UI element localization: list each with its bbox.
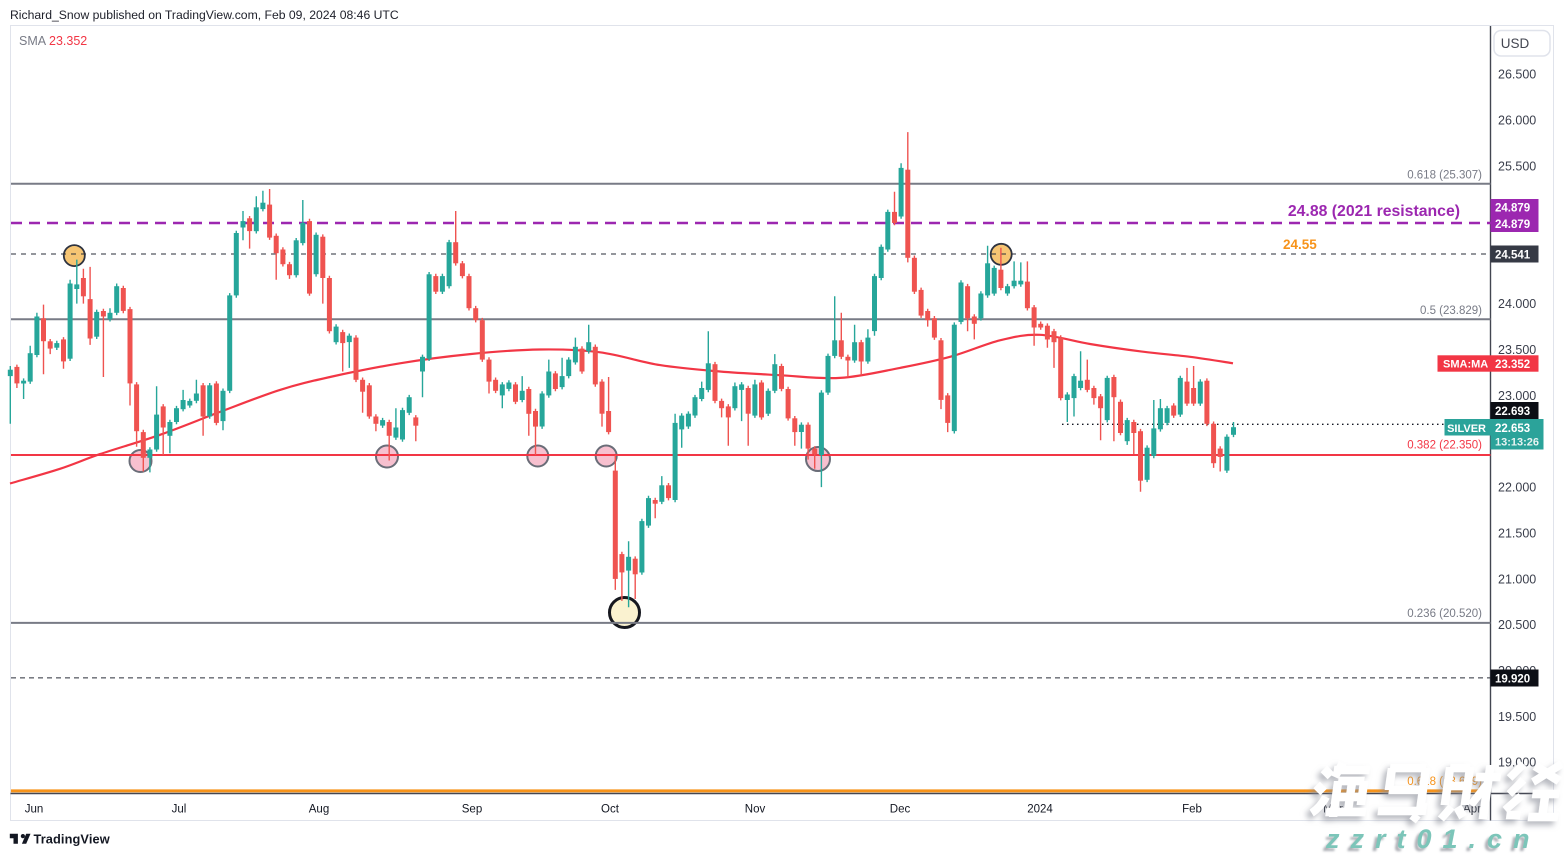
svg-text:19.920: 19.920 bbox=[1495, 674, 1530, 686]
svg-text:23.000: 23.000 bbox=[1498, 389, 1536, 403]
svg-text:24.000: 24.000 bbox=[1498, 297, 1536, 311]
svg-text:21.000: 21.000 bbox=[1498, 572, 1536, 586]
svg-text:Sep: Sep bbox=[462, 804, 482, 816]
svg-text:Nov: Nov bbox=[745, 804, 766, 816]
svg-text:Jun: Jun bbox=[25, 804, 44, 816]
svg-text:13:13:26: 13:13:26 bbox=[1495, 437, 1539, 449]
svg-text:24.879: 24.879 bbox=[1495, 203, 1530, 215]
svg-text:SMA: SMA bbox=[19, 34, 47, 48]
svg-text:2024: 2024 bbox=[1027, 804, 1053, 816]
svg-text:Dec: Dec bbox=[890, 804, 911, 816]
svg-text:TradingView: TradingView bbox=[34, 831, 110, 846]
svg-text:22.653: 22.653 bbox=[1495, 423, 1530, 435]
svg-text:23.352: 23.352 bbox=[49, 34, 87, 48]
svg-text:21.500: 21.500 bbox=[1498, 526, 1536, 540]
svg-text:Oct: Oct bbox=[601, 804, 620, 816]
svg-text:0.236 (20.520): 0.236 (20.520) bbox=[1407, 608, 1482, 620]
svg-text:20.500: 20.500 bbox=[1498, 618, 1536, 632]
svg-text:25.500: 25.500 bbox=[1498, 159, 1536, 173]
svg-text:24.541: 24.541 bbox=[1495, 250, 1531, 262]
svg-text:22.693: 22.693 bbox=[1495, 406, 1530, 418]
svg-text:SILVER: SILVER bbox=[1447, 423, 1486, 435]
svg-text:19.000: 19.000 bbox=[1498, 756, 1536, 770]
svg-text:USD: USD bbox=[1501, 36, 1530, 51]
svg-text:23.352: 23.352 bbox=[1495, 359, 1530, 371]
svg-text:0.618 (25.307): 0.618 (25.307) bbox=[1407, 170, 1482, 182]
svg-text:Feb: Feb bbox=[1182, 804, 1202, 816]
svg-text:19.500: 19.500 bbox=[1498, 710, 1536, 724]
svg-text:24.879: 24.879 bbox=[1495, 219, 1530, 231]
svg-text:26.000: 26.000 bbox=[1498, 114, 1536, 128]
svg-text:23.500: 23.500 bbox=[1498, 343, 1536, 357]
svg-text:24.55: 24.55 bbox=[1283, 237, 1317, 252]
svg-text:Apr: Apr bbox=[1463, 804, 1481, 816]
svg-text:0.382 (22.350): 0.382 (22.350) bbox=[1407, 440, 1482, 452]
svg-text:0.5 (23.829): 0.5 (23.829) bbox=[1420, 305, 1482, 317]
svg-text:24.88 (2021 resistance): 24.88 (2021 resistance) bbox=[1288, 203, 1460, 220]
svg-text:Jul: Jul bbox=[172, 804, 187, 816]
svg-text:22.000: 22.000 bbox=[1498, 481, 1536, 495]
svg-text:26.500: 26.500 bbox=[1498, 68, 1536, 82]
svg-text:Aug: Aug bbox=[309, 804, 329, 816]
svg-text:SMA:MA: SMA:MA bbox=[1443, 359, 1488, 371]
